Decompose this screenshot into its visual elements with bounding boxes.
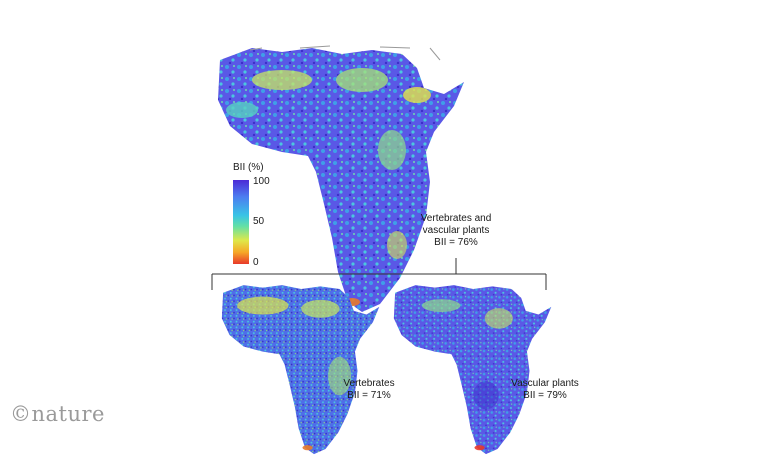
nature-logo: ©nature — [10, 402, 105, 426]
vascular-plants-africa-map — [393, 285, 552, 455]
legend-title: BII (%) — [233, 162, 264, 173]
bii-colorbar — [233, 180, 249, 264]
main-map-label: Vertebrates and vascular plants BII = 76… — [404, 213, 508, 249]
vascular-plants-label-line1: Vascular plants — [511, 378, 579, 389]
vertebrates-africa-map — [221, 285, 380, 455]
main-map-bii-value: BII = 76% — [434, 237, 478, 248]
legend-tick-50: 50 — [253, 216, 265, 227]
vertebrates-bii-value: BII = 71% — [347, 390, 391, 401]
comparison-bracket — [211, 258, 547, 290]
vascular-plants-label: Vascular plants BII = 79% — [500, 378, 590, 402]
vascular-plants-bii-value: BII = 79% — [523, 390, 567, 401]
vertebrates-label: Vertebrates BII = 71% — [334, 378, 404, 402]
main-map-label-line2: vascular plants — [422, 225, 490, 236]
main-map-label-line1: Vertebrates and — [420, 213, 492, 224]
legend-tick-100: 100 — [253, 176, 270, 187]
legend-tick-0: 0 — [253, 257, 259, 268]
vertebrates-label-line1: Vertebrates — [343, 378, 395, 389]
